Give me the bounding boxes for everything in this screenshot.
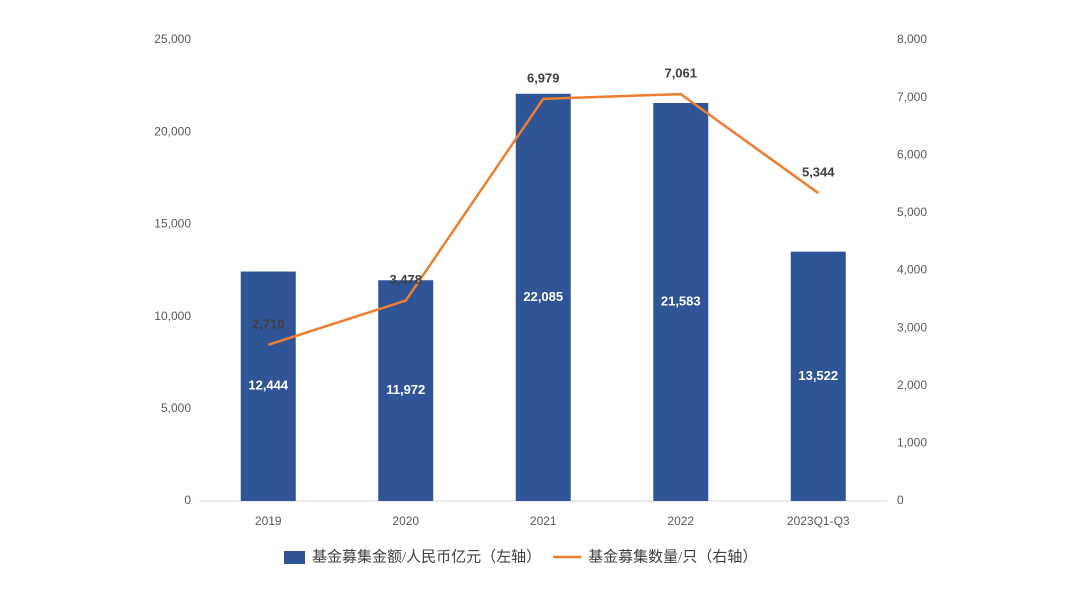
y2-tick-label: 0 [897, 493, 904, 507]
line-value-label: 5,344 [802, 164, 835, 179]
x-tick-label: 2021 [530, 514, 557, 528]
bar-value-label: 13,522 [798, 368, 838, 383]
y-tick-label: 10,000 [154, 309, 191, 323]
bar [515, 93, 571, 502]
x-tick-label: 2019 [255, 514, 282, 528]
line-value-label: 3,478 [389, 272, 422, 287]
y-tick-label: 20,000 [154, 124, 191, 138]
bar [653, 103, 709, 501]
y2-tick-label: 5,000 [897, 205, 927, 219]
y2-tick-label: 2,000 [897, 378, 927, 392]
bar-value-label: 11,972 [386, 382, 425, 397]
bar-value-label: 21,583 [661, 293, 701, 308]
bar [378, 280, 434, 501]
legend-label: 基金募集金额/人民币亿元（左轴） [312, 548, 541, 565]
bar-value-label: 12,444 [248, 378, 289, 393]
y-tick-label: 25,000 [154, 32, 191, 46]
y-tick-label: 5,000 [161, 401, 191, 415]
line-value-label: 7,061 [664, 66, 697, 81]
line-value-label: 2,710 [252, 316, 285, 331]
y2-tick-label: 7,000 [897, 90, 927, 104]
x-tick-label: 2023Q1-Q3 [787, 514, 850, 528]
x-tick-label: 2022 [667, 514, 694, 528]
bar [790, 251, 846, 501]
x-tick-label: 2020 [392, 514, 419, 528]
y2-tick-label: 6,000 [897, 147, 927, 161]
y2-tick-label: 3,000 [897, 320, 927, 334]
line [267, 92, 819, 347]
y-tick-label: 15,000 [154, 217, 191, 231]
bar-value-label: 22,085 [523, 289, 563, 304]
line-value-label: 6,979 [527, 70, 560, 85]
y2-tick-label: 8,000 [897, 32, 927, 46]
legend-label: 基金募集数量/只（右轴） [588, 548, 757, 565]
y-tick-label: 0 [184, 493, 191, 507]
y2-tick-label: 4,000 [897, 263, 927, 277]
bar [240, 271, 296, 501]
legend-swatch [284, 551, 305, 564]
y2-tick-label: 1,000 [897, 436, 927, 450]
